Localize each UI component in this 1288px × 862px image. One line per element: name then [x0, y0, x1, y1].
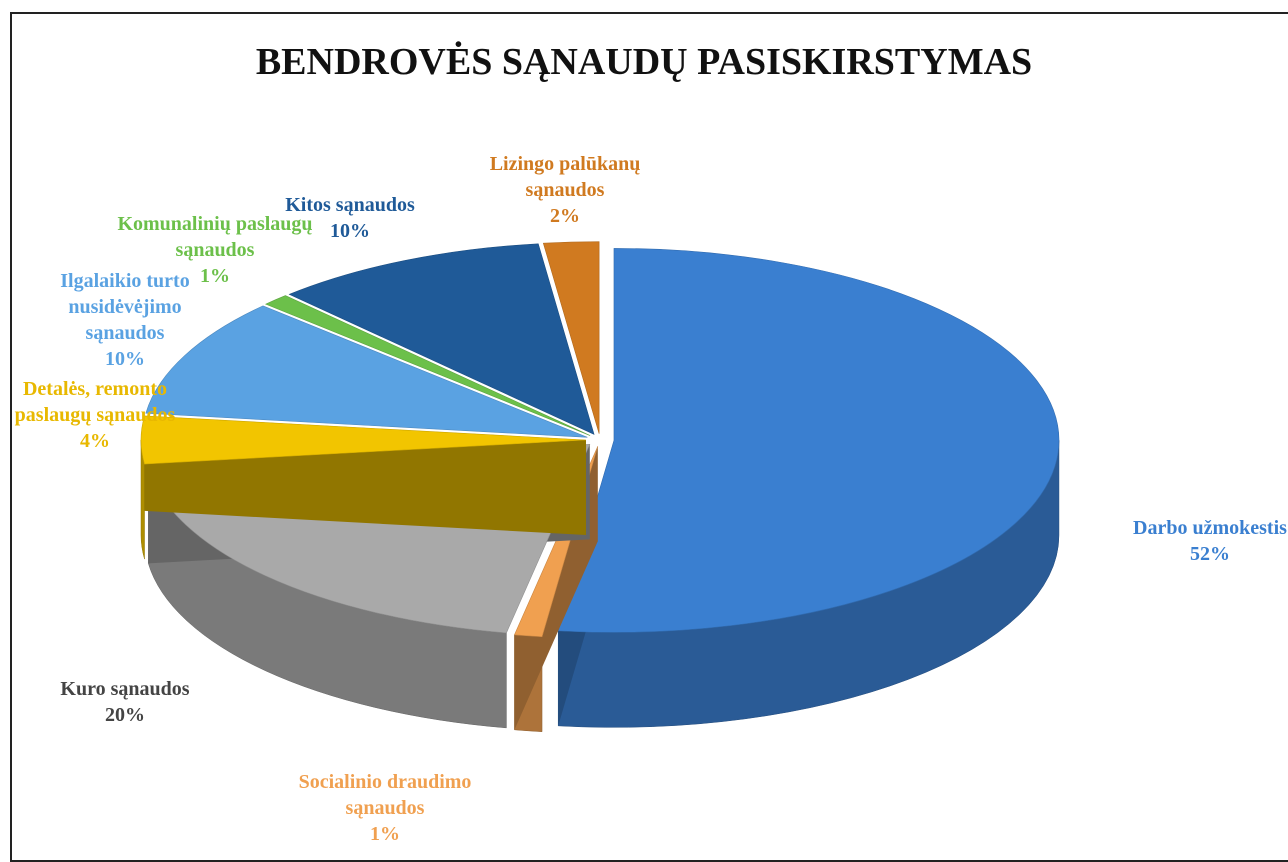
pie-slice — [145, 305, 588, 438]
label-value: 20% — [105, 704, 145, 726]
pie-slice — [140, 415, 587, 560]
label-name: Detalės, remonto paslaugų sąnaudos — [14, 378, 176, 426]
label-name: Komunalinių paslaugų sąnaudos — [117, 213, 313, 261]
pie-slice — [288, 243, 595, 435]
label-value: 10% — [105, 348, 145, 370]
label-value: 2% — [550, 205, 580, 227]
label-name: Socialinio draudimo sąnaudos — [298, 771, 472, 819]
pie-slice — [557, 248, 1060, 728]
data-label: Komunalinių paslaugų sąnaudos 1% — [115, 211, 315, 289]
label-value: 1% — [370, 823, 400, 845]
label-value: 4% — [80, 430, 110, 452]
chart-title: BENDROVĖS SĄNAUDŲ PASISKIRSTYMAS — [255, 41, 1033, 83]
label-value: 52% — [1190, 543, 1230, 565]
label-name: Ilgalaikio turto nusidėvėjimo sąnaudos — [60, 270, 190, 344]
slice-top — [264, 295, 591, 436]
slice-top — [145, 305, 588, 438]
data-label: Ilgalaikio turto nusidėvėjimo sąnaudos 10… — [30, 268, 220, 372]
data-label: Kuro sąnaudos 20% — [25, 676, 225, 728]
data-label: Detalės, remonto paslaugų sąnaudos 4% — [0, 376, 190, 454]
slice-top — [557, 248, 1060, 633]
data-label: Kitos sąnaudos 10% — [250, 192, 450, 244]
slice-top — [288, 243, 595, 435]
label-value: 1% — [200, 265, 230, 287]
label-name: Lizingo palūkanų sąnaudos — [489, 153, 641, 201]
pie-slice — [542, 241, 600, 434]
label-name: Kuro sąnaudos — [60, 678, 190, 700]
label-name: Kitos sąnaudos — [285, 194, 415, 216]
data-label: Lizingo palūkanų sąnaudos 2% — [465, 151, 665, 229]
pie-slice — [264, 295, 591, 436]
slice-top — [542, 241, 600, 434]
data-label: Darbo užmokestis 52% — [1115, 515, 1288, 567]
slice-top — [140, 415, 587, 465]
data-label: Socialinio draudimo sąnaudos 1% — [265, 769, 505, 847]
label-value: 10% — [330, 220, 370, 242]
label-name: Darbo užmokestis — [1133, 517, 1287, 539]
